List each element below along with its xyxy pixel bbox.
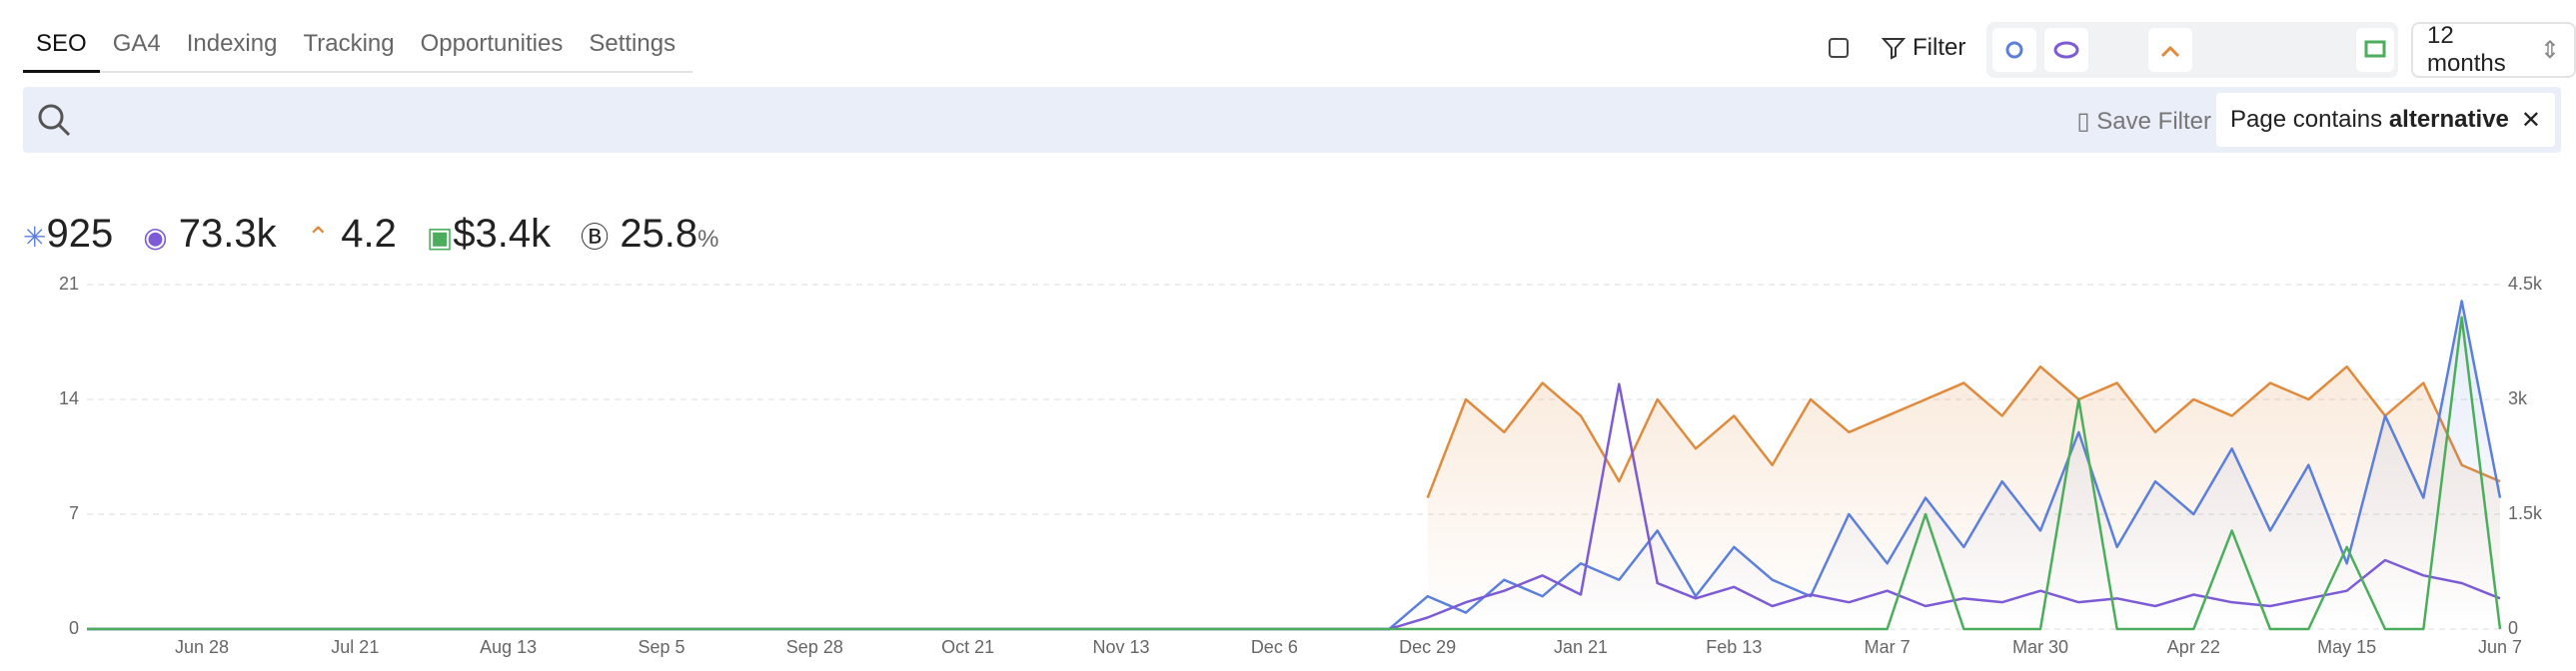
x-tick-label: Feb 13 bbox=[1706, 637, 1762, 657]
tabs: SEO GA4 Indexing Tracking Opportunities … bbox=[23, 28, 692, 73]
metric-toggles[interactable] bbox=[1986, 22, 2398, 78]
series-line bbox=[87, 316, 2502, 631]
y-tick-label: 7 bbox=[69, 503, 79, 523]
metric: ▣$3.4k bbox=[426, 212, 552, 256]
tab[interactable]: Indexing bbox=[186, 30, 278, 57]
save-filter-label: Save Filter bbox=[2096, 108, 2211, 135]
filter-chip: Page contains alternative ✕ bbox=[2216, 93, 2555, 147]
save-filter[interactable]: ▯ Save Filter bbox=[2076, 108, 2211, 135]
chip-value: alternative bbox=[2388, 106, 2509, 133]
x-tick-label: May 15 bbox=[2317, 637, 2376, 657]
search-icon bbox=[38, 104, 71, 137]
x-tick-label: Sep 28 bbox=[786, 637, 843, 657]
metric-value: 73.3k bbox=[178, 212, 277, 256]
range-select[interactable]: 12 months ⇕ bbox=[2411, 22, 2576, 78]
x-tick-label: Nov 13 bbox=[1092, 637, 1149, 657]
filter-label: Filter bbox=[1913, 34, 1966, 61]
x-tick-label: Dec 6 bbox=[1251, 637, 1298, 657]
y-tick-label: 14 bbox=[59, 388, 79, 408]
note-icon[interactable] bbox=[1827, 36, 1851, 60]
x-tick-label: Aug 13 bbox=[480, 637, 537, 657]
x-tick-label: Mar 30 bbox=[2012, 637, 2068, 657]
y2-tick-label: 0 bbox=[2508, 618, 2518, 638]
metrics: ✳925 ◉ 73.3k ⌃ 4.2 ▣$3.4k Ⓑ 25.8% bbox=[23, 212, 719, 257]
x-tick-label: Dec 29 bbox=[1399, 637, 1456, 657]
tab[interactable]: Tracking bbox=[303, 30, 395, 57]
y-tick-label: 21 bbox=[59, 274, 79, 294]
x-tick-label: Oct 21 bbox=[941, 637, 994, 657]
metric-unit: % bbox=[697, 226, 719, 253]
x-tick-label: Jan 21 bbox=[1554, 637, 1608, 657]
range-label: 12 months bbox=[2427, 22, 2506, 77]
series-line bbox=[87, 300, 2502, 631]
x-tick-label: Jul 21 bbox=[331, 637, 379, 657]
area bbox=[1427, 366, 2500, 629]
x-tick-label: Jun 28 bbox=[175, 637, 229, 657]
y2-tick-label: 4.5k bbox=[2508, 274, 2543, 294]
metric-value: 4.2 bbox=[341, 212, 397, 256]
x-tick-label: Jun 7 bbox=[2478, 637, 2522, 657]
metric: ✳925 bbox=[23, 212, 114, 256]
y-tick-label: 0 bbox=[69, 618, 79, 638]
metric: Ⓑ 25.8% bbox=[581, 212, 719, 256]
tab[interactable]: GA4 bbox=[112, 30, 161, 57]
metric: ⌃ 4.2 bbox=[306, 212, 397, 256]
chip-prefix: Page contains bbox=[2230, 106, 2383, 133]
x-tick-label: Sep 5 bbox=[638, 637, 684, 657]
tab[interactable]: Opportunities bbox=[420, 30, 564, 57]
metric-value: 25.8 bbox=[620, 212, 698, 256]
series-line bbox=[87, 382, 2501, 631]
x-tick-label: Mar 7 bbox=[1865, 637, 1911, 657]
metric-value: 925 bbox=[46, 212, 114, 256]
y2-tick-label: 3k bbox=[2508, 388, 2528, 408]
y2-tick-label: 1.5k bbox=[2508, 503, 2543, 523]
tab[interactable]: Settings bbox=[589, 30, 676, 57]
metric-value: $3.4k bbox=[453, 212, 552, 256]
x-tick-label: Apr 22 bbox=[2167, 637, 2220, 657]
area bbox=[87, 301, 2500, 629]
filter-button[interactable]: Filter bbox=[1881, 34, 1965, 62]
tab[interactable]: SEO bbox=[23, 28, 100, 73]
chip-close[interactable]: ✕ bbox=[2520, 106, 2541, 134]
search-bar: ▯ Save Filter Page contains alternative ✕ bbox=[23, 87, 2561, 153]
metric: ◉ 73.3k bbox=[143, 212, 277, 256]
series-line bbox=[1426, 364, 2501, 499]
